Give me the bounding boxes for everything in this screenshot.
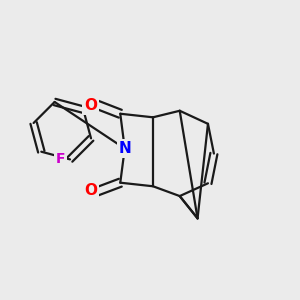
Text: N: N (118, 141, 131, 156)
Text: F: F (56, 152, 65, 167)
Text: O: O (84, 98, 97, 113)
Text: O: O (84, 183, 97, 198)
